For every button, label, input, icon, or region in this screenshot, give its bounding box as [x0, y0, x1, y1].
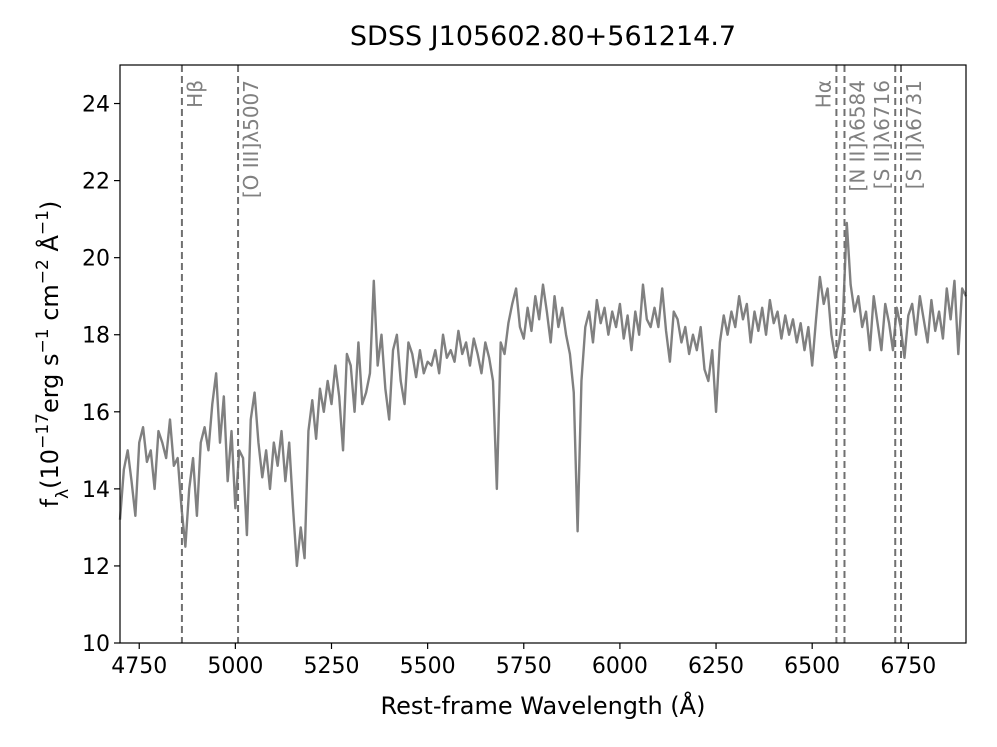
- emission-line-label: Hα: [811, 80, 835, 108]
- y-axis-label-part: Å: [35, 235, 64, 260]
- y-axis-label-part: f: [36, 498, 64, 507]
- x-tick-label: 6000: [592, 654, 648, 679]
- x-axis-label: Rest-frame Wavelength (Å): [381, 691, 706, 720]
- x-tick-label: 6500: [784, 654, 840, 679]
- y-axis-label-part: −2: [33, 259, 53, 284]
- x-tick-label: 5000: [207, 654, 263, 679]
- emission-line-label: [S II]λ6716: [870, 80, 894, 189]
- y-axis-label-part: −1: [33, 328, 53, 353]
- y-tick-label: 14: [82, 478, 110, 503]
- y-axis-label-part: cm: [36, 284, 64, 328]
- x-tick-label: 5750: [496, 654, 552, 679]
- y-tick-label: 20: [82, 247, 110, 272]
- emission-line-label: Hβ: [183, 80, 207, 108]
- y-axis-label-part: (10: [36, 449, 64, 489]
- y-tick-label: 10: [82, 632, 110, 657]
- x-tick-label: 5500: [400, 654, 456, 679]
- y-tick-label: 18: [82, 324, 110, 349]
- y-tick-label: 16: [82, 401, 110, 426]
- y-axis-label-part: erg s: [36, 353, 64, 413]
- emission-line-label: [O III]λ5007: [239, 80, 263, 198]
- x-tick-label: 4750: [111, 654, 167, 679]
- x-tick-label: 5250: [304, 654, 360, 679]
- y-axis-label-part: ): [36, 201, 64, 210]
- y-axis-label-part: λ: [53, 489, 73, 499]
- plot-frame: [119, 64, 967, 644]
- x-tick-label: 6250: [688, 654, 744, 679]
- emission-line-label: [N II]λ6584: [845, 80, 869, 191]
- x-tick-label: 6750: [880, 654, 936, 679]
- y-axis-label-part: −1: [33, 210, 53, 235]
- y-axis-label-part: −17: [33, 413, 53, 449]
- y-axis-label: fλ(10−17erg s−1 cm−2 Å−1): [33, 201, 73, 508]
- y-tick-label: 22: [82, 170, 110, 195]
- y-tick-label: 12: [82, 555, 110, 580]
- spectrum-line: [118, 221, 968, 568]
- chart-title: SDSS J105602.80+561214.7: [350, 21, 736, 52]
- y-tick-label: 24: [82, 93, 110, 118]
- emission-line-label: [S II]λ6731: [902, 80, 926, 189]
